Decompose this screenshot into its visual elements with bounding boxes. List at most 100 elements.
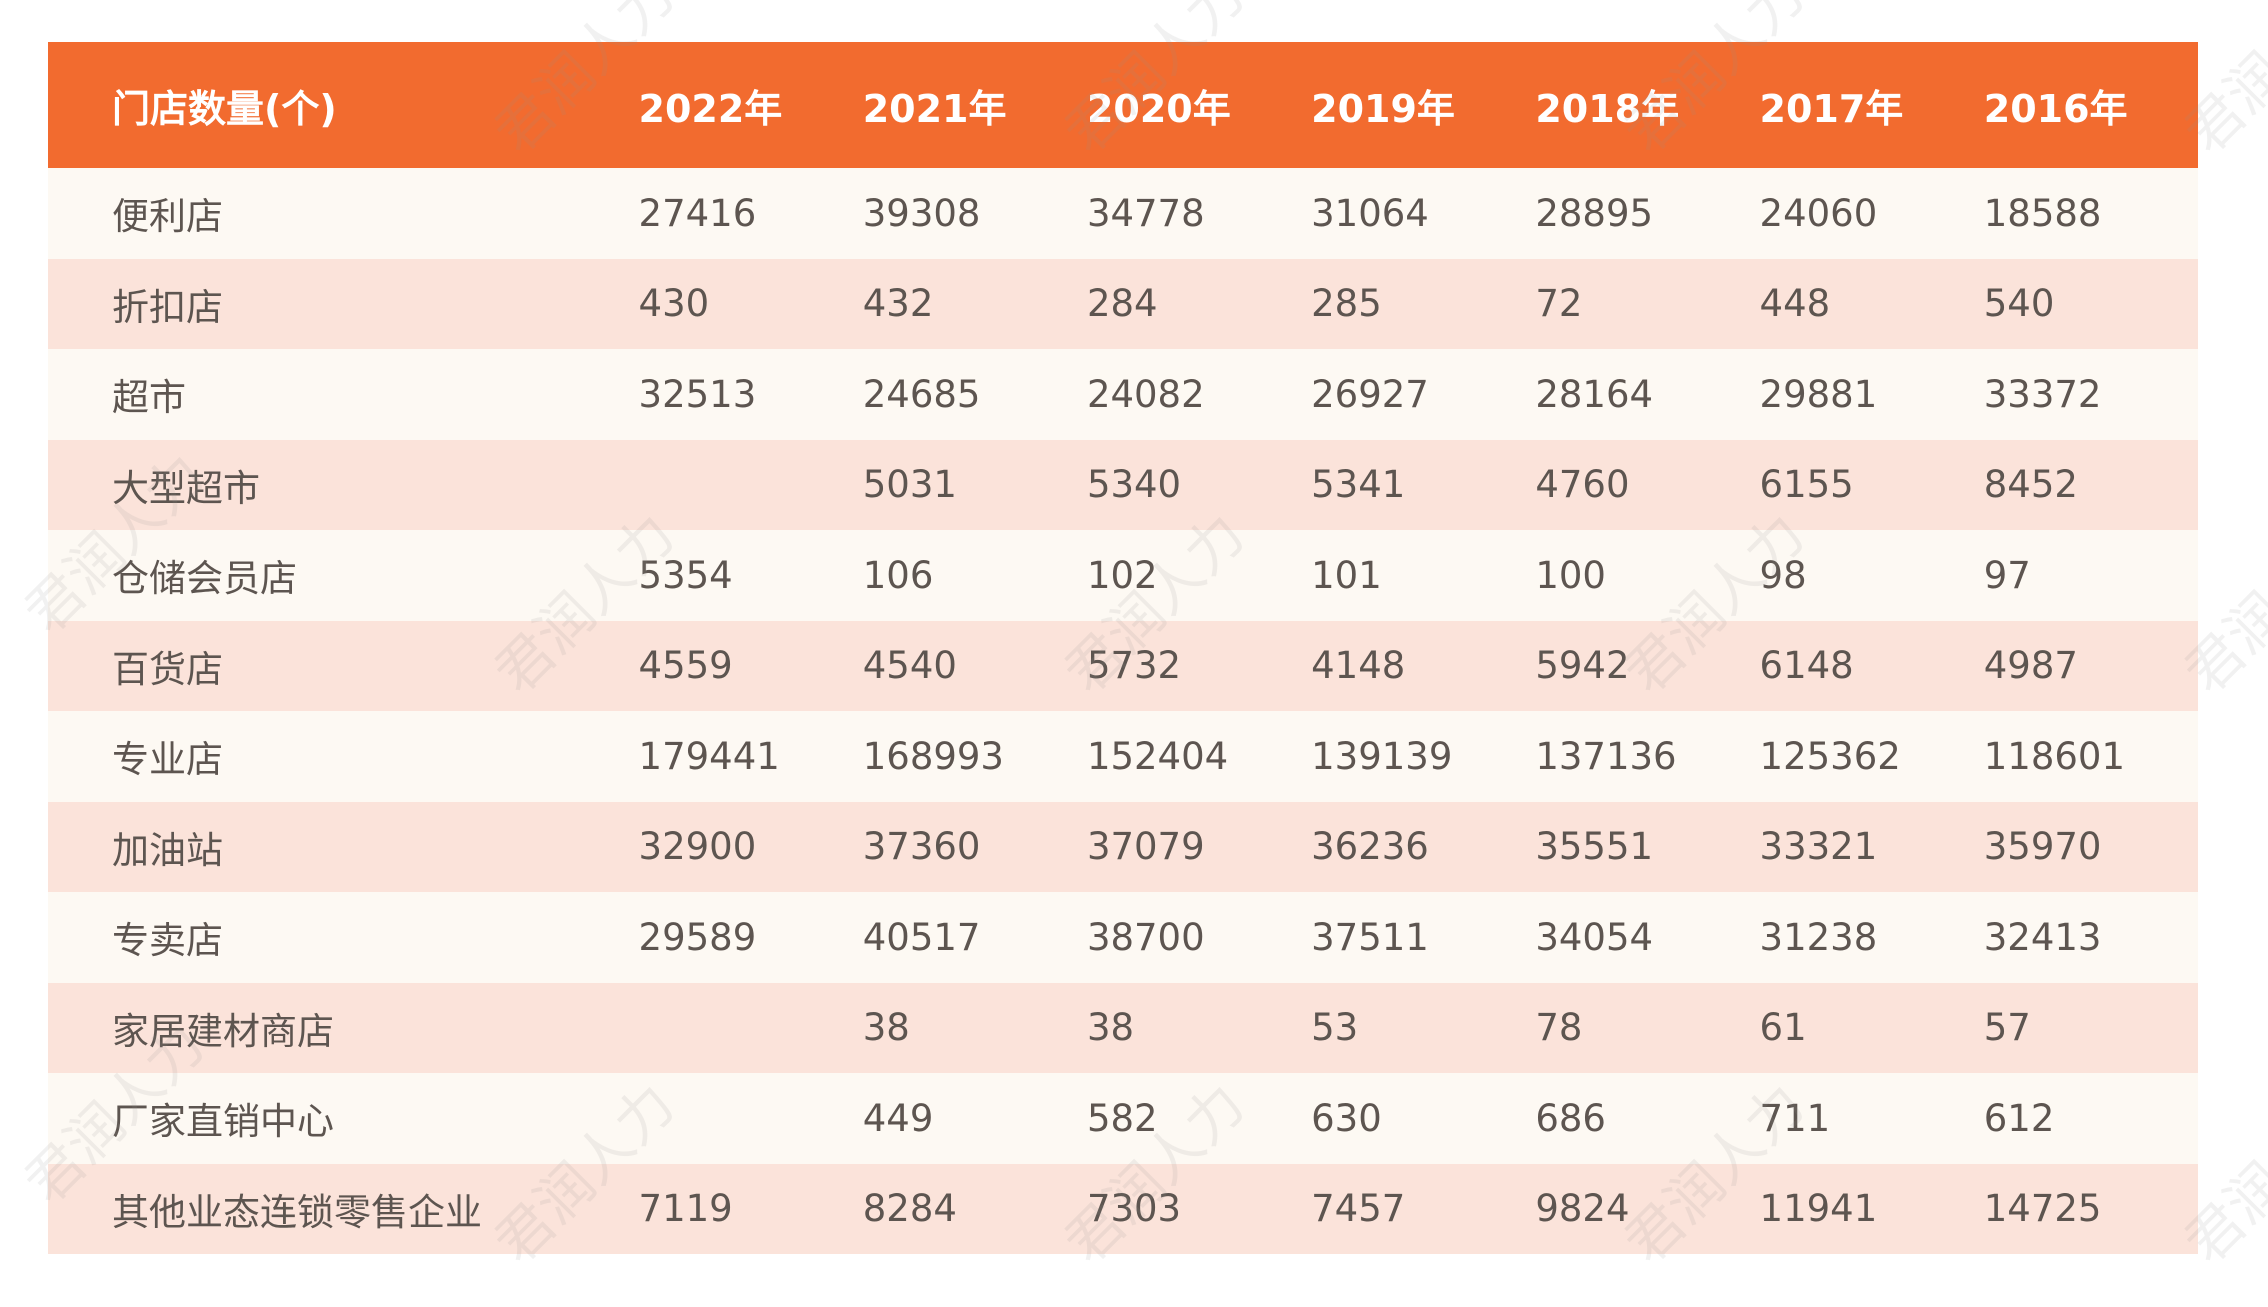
table-cell: 4559 bbox=[638, 644, 733, 688]
table-cell: 137136 bbox=[1535, 734, 1677, 778]
table-cell: 27416 bbox=[638, 191, 757, 235]
table-row: 家居建材商店 38 38 53 78 61 57 bbox=[48, 982, 2198, 1074]
table-row: 超市 32513 24685 24082 26927 28164 29881 33372 bbox=[48, 349, 2198, 440]
table-cell: 449 bbox=[862, 1096, 934, 1140]
table-cell: 53 bbox=[1311, 1006, 1359, 1050]
table-cell: 612 bbox=[1983, 1096, 2055, 1140]
table-cell: 7119 bbox=[638, 1187, 733, 1231]
table-cell: 4540 bbox=[862, 644, 957, 688]
table-cell: 29881 bbox=[1759, 372, 1878, 416]
table-cell: 14725 bbox=[1983, 1187, 2102, 1231]
table-cell: 5340 bbox=[1086, 463, 1182, 507]
table-cell: 36236 bbox=[1311, 825, 1429, 869]
table-cell: 35551 bbox=[1535, 825, 1654, 869]
table-cell bbox=[629, 983, 853, 1074]
table-cell: 686 bbox=[1535, 1096, 1606, 1140]
table-cell: 106 bbox=[862, 553, 934, 597]
table-row: 加油站 32900 37360 37079 36236 35551 33321 35970 bbox=[48, 801, 2198, 892]
table-cell: 32900 bbox=[638, 825, 757, 869]
table-cell: 57 bbox=[1983, 1006, 2031, 1050]
table-cell: 35970 bbox=[1983, 825, 2102, 869]
table-cell: 5354 bbox=[638, 553, 733, 597]
table-cell: 7303 bbox=[1086, 1187, 1182, 1231]
table-cell: 139139 bbox=[1311, 734, 1453, 778]
row-label: 百货店 bbox=[112, 647, 223, 691]
table-cell: 31064 bbox=[1311, 191, 1429, 235]
table-cell: 711 bbox=[1759, 1096, 1831, 1140]
table-cell: 101 bbox=[1311, 553, 1382, 597]
header-year-2016: 2016年 bbox=[1983, 86, 2128, 131]
store-count-table-container: 门店数量(个) 2022年 2021年 2020年 2019年 2018年 20… bbox=[48, 42, 2198, 1254]
table-cell: 32513 bbox=[638, 372, 757, 416]
row-label: 家居建材商店 bbox=[112, 1009, 334, 1053]
table-cell: 24082 bbox=[1086, 372, 1205, 416]
table-row: 其他业态连锁零售企业 7119 8284 7303 7457 9824 11941 14725 bbox=[48, 1163, 2198, 1254]
table-cell: 29589 bbox=[638, 915, 757, 959]
table-cell: 5732 bbox=[1086, 644, 1182, 688]
table-cell: 28895 bbox=[1535, 191, 1654, 235]
row-label: 专业店 bbox=[112, 738, 223, 782]
table-cell: 4987 bbox=[1983, 644, 2078, 688]
table-cell: 8284 bbox=[862, 1187, 957, 1231]
table-cell: 37511 bbox=[1311, 915, 1429, 959]
table-cell: 34778 bbox=[1086, 191, 1205, 235]
table-cell: 5341 bbox=[1311, 463, 1406, 507]
table-cell bbox=[629, 440, 853, 531]
table-cell: 9824 bbox=[1535, 1187, 1630, 1231]
table-cell: 61 bbox=[1759, 1006, 1807, 1050]
table-cell: 26927 bbox=[1311, 372, 1429, 416]
table-cell: 24060 bbox=[1759, 191, 1878, 235]
table-cell: 34054 bbox=[1535, 915, 1654, 959]
table-cell: 430 bbox=[638, 282, 710, 326]
table-cell: 118601 bbox=[1983, 734, 2125, 778]
row-label: 折扣店 bbox=[112, 285, 223, 329]
table-cell: 40517 bbox=[862, 915, 981, 959]
table-cell: 78 bbox=[1535, 1006, 1583, 1050]
table-cell: 4760 bbox=[1535, 463, 1630, 507]
table-row: 折扣店 430 432 284 285 72 448 540 bbox=[48, 258, 2198, 349]
table-cell: 28164 bbox=[1535, 372, 1654, 416]
table-cell: 72 bbox=[1535, 282, 1583, 326]
table-cell: 37079 bbox=[1086, 825, 1205, 869]
header-year-2018: 2018年 bbox=[1535, 86, 1680, 131]
row-label: 超市 bbox=[112, 376, 186, 420]
header-year-2020: 2020年 bbox=[1086, 86, 1231, 131]
table-row: 专业店 179441 168993 152404 139139 137136 125362 1… bbox=[48, 711, 2198, 802]
table-cell: 540 bbox=[1983, 282, 2055, 326]
table-cell: 6148 bbox=[1759, 644, 1854, 688]
table-cell: 31238 bbox=[1759, 915, 1878, 959]
table-cell: 38700 bbox=[1086, 915, 1205, 959]
table-cell: 11941 bbox=[1759, 1187, 1878, 1231]
table-cell: 448 bbox=[1759, 282, 1831, 326]
table-row: 便利店 27416 39308 34778 31064 28895 24060 18588 bbox=[48, 168, 2198, 259]
table-cell: 7457 bbox=[1311, 1187, 1406, 1231]
table-cell: 179441 bbox=[638, 734, 780, 778]
table-cell: 6155 bbox=[1759, 463, 1854, 507]
table-cell: 284 bbox=[1086, 282, 1158, 326]
table-cell: 125362 bbox=[1759, 734, 1901, 778]
row-label: 专卖店 bbox=[112, 919, 223, 963]
table-cell: 18588 bbox=[1983, 191, 2102, 235]
table-cell: 33321 bbox=[1759, 825, 1878, 869]
table-cell: 39308 bbox=[862, 191, 981, 235]
table-row: 百货店 4559 4540 5732 4148 5942 6148 4987 bbox=[48, 620, 2198, 711]
table-cell: 38 bbox=[862, 1006, 910, 1050]
table-cell: 98 bbox=[1759, 553, 1807, 597]
store-count-table: 门店数量(个) 2022年 2021年 2020年 2019年 2018年 20… bbox=[48, 42, 2198, 1254]
table-cell: 630 bbox=[1311, 1096, 1382, 1140]
row-label: 便利店 bbox=[112, 195, 223, 239]
header-year-2019: 2019年 bbox=[1311, 86, 1455, 131]
table-cell: 152404 bbox=[1086, 734, 1229, 778]
table-row: 仓储会员店 5354 106 102 101 100 98 97 bbox=[48, 530, 2198, 621]
table-cell: 33372 bbox=[1983, 372, 2102, 416]
table-cell: 8452 bbox=[1983, 463, 2078, 507]
header-corner-label: 门店数量(个) bbox=[112, 86, 337, 131]
table-cell: 102 bbox=[1086, 553, 1158, 597]
table-row: 专卖店 29589 40517 38700 37511 34054 31238 32413 bbox=[48, 892, 2198, 983]
table-cell: 97 bbox=[1983, 553, 2031, 597]
table-cell: 24685 bbox=[862, 372, 981, 416]
table-cell: 4148 bbox=[1311, 644, 1406, 688]
row-label: 仓储会员店 bbox=[112, 557, 297, 601]
row-label: 大型超市 bbox=[112, 466, 260, 510]
table-cell: 285 bbox=[1311, 282, 1382, 326]
